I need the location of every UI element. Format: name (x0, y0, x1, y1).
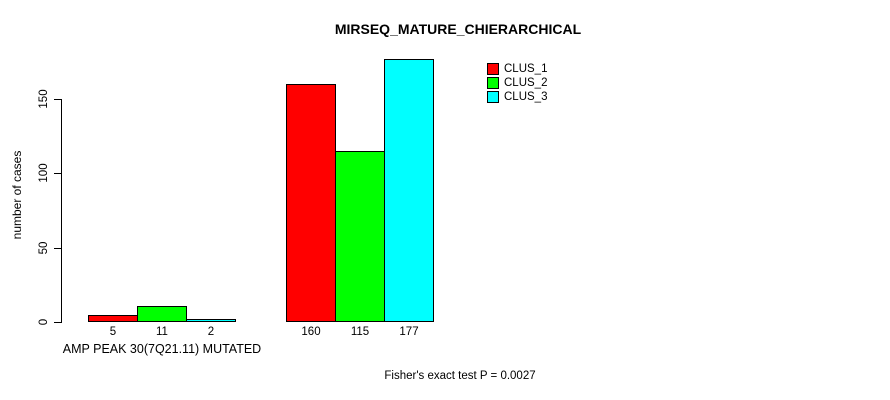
y-axis-tick-label: 100 (38, 163, 50, 183)
y-axis-line (61, 99, 62, 323)
y-axis-tick (54, 248, 61, 249)
bar-value-label: 2 (207, 326, 215, 338)
legend-item-clus-2: CLUS_2 (487, 76, 547, 90)
legend-swatch-clus-1 (487, 63, 499, 75)
bar-clus_3-group1 (186, 319, 236, 322)
y-axis-tick (54, 322, 61, 323)
x-axis-group-label: AMP PEAK 30(7Q21.11) MUTATED (62, 342, 262, 356)
y-axis-tick-label: 50 (38, 241, 50, 255)
bar-value-label: 115 (350, 326, 370, 338)
y-axis-label: number of cases (10, 150, 24, 240)
bar-value-label: 177 (399, 326, 419, 338)
legend-label-clus-1: CLUS_1 (504, 63, 548, 75)
y-axis-tick (54, 99, 61, 100)
bar-clus_3-group2 (384, 59, 434, 322)
legend-label-clus-2: CLUS_2 (504, 77, 548, 89)
y-axis-tick-label: 150 (38, 89, 50, 109)
y-axis-tick-label: 0 (38, 318, 50, 326)
legend-item-clus-1: CLUS_1 (487, 62, 547, 76)
chart-title: MIRSEQ_MATURE_CHIERARCHICAL (334, 21, 582, 37)
legend-label-clus-3: CLUS_3 (504, 91, 548, 103)
bar-value-label: 160 (301, 326, 321, 338)
bar-value-label: 11 (156, 326, 168, 338)
bar-clus_2-group2 (335, 151, 385, 322)
bar-clus_1-group1 (88, 315, 138, 322)
legend: CLUS_1 CLUS_2 CLUS_3 (487, 62, 547, 104)
bar-clus_1-group2 (286, 84, 336, 322)
legend-swatch-clus-3 (487, 91, 499, 103)
legend-swatch-clus-2 (487, 77, 499, 89)
y-axis-tick (54, 173, 61, 174)
bar-value-label: 5 (109, 326, 117, 338)
bar-clus_2-group1 (137, 306, 187, 322)
stat-annotation: Fisher's exact test P = 0.0027 (384, 370, 536, 382)
legend-item-clus-3: CLUS_3 (487, 90, 547, 104)
